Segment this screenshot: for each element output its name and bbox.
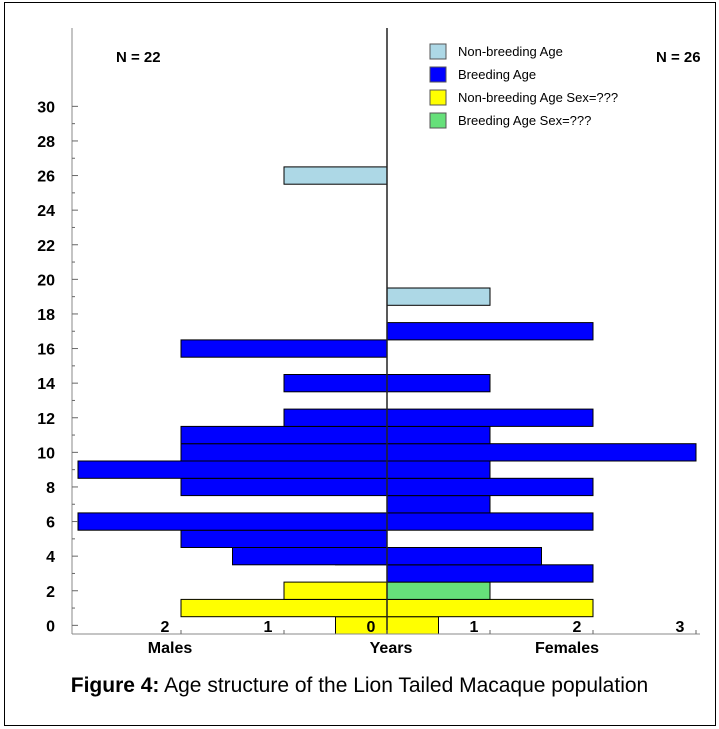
y-tick-label: 12 xyxy=(37,411,55,428)
bar-male-age-0-non-breeding-age-sex xyxy=(335,616,388,635)
bar-male-age-9-breeding-age xyxy=(77,460,388,479)
y-tick-label: 28 xyxy=(37,134,55,151)
bar-female-age-19-non-breeding-age xyxy=(386,287,491,306)
y-tick-label: 30 xyxy=(37,99,55,116)
bar-male-age-4-breeding-age xyxy=(232,547,388,566)
y-tick-label: 6 xyxy=(46,515,55,532)
legend-label-breeding-age: Breeding Age xyxy=(458,67,536,82)
legend-swatch-breeding-age-sex xyxy=(429,112,447,129)
y-tick-label: 0 xyxy=(46,618,55,635)
legend-label-non-breeding-age: Non-breeding Age xyxy=(458,44,563,59)
y-tick-label: 16 xyxy=(37,342,55,359)
bar-male-age-16-breeding-age xyxy=(180,339,388,358)
bar-male-age-14-breeding-age xyxy=(283,374,388,393)
bar-male-age-5-breeding-age xyxy=(180,529,388,549)
x-tick-label: 2 xyxy=(161,619,170,636)
males-label: Males xyxy=(148,640,193,657)
bar-female-age-7-breeding-age xyxy=(386,495,491,514)
bar-female-age-0-non-breeding-age-sex xyxy=(386,616,439,635)
legend-label-breeding-age-sex: Breeding Age Sex=??? xyxy=(458,113,591,128)
bar-male-age-11-breeding-age xyxy=(180,425,388,445)
bar-male-age-12-breeding-age xyxy=(283,408,388,427)
y-tick-label: 8 xyxy=(46,480,55,497)
x-tick-label: 0 xyxy=(367,619,376,636)
y-tick-label: 22 xyxy=(37,238,55,255)
legend-swatch-non-breeding-age xyxy=(429,43,447,60)
figure-caption: Figure 4: Age structure of the Lion Tail… xyxy=(0,674,719,698)
bar-male-age-1-non-breeding-age-sex xyxy=(180,598,388,618)
y-tick-label: 24 xyxy=(37,203,55,220)
x-tick-label: 2 xyxy=(573,619,582,636)
y-tick-label: 20 xyxy=(37,272,55,289)
bar-female-age-10-breeding-age xyxy=(386,443,697,462)
figure-frame xyxy=(4,2,716,726)
bar-male-age-10-breeding-age xyxy=(180,443,388,462)
y-tick-label: 26 xyxy=(37,169,55,186)
y-tick-label: 14 xyxy=(37,376,55,393)
bar-female-age-12-breeding-age xyxy=(386,408,594,427)
bar-female-age-14-breeding-age xyxy=(386,374,491,393)
legend: Non-breeding Age Breeding Age Non-breeding… xyxy=(429,43,618,129)
bar-female-age-8-breeding-age xyxy=(386,477,594,497)
y-tick-label: 10 xyxy=(37,445,55,462)
bar-female-age-2-breeding-age-sex xyxy=(386,581,491,600)
bar-male-age-8-breeding-age xyxy=(180,477,388,497)
legend-swatch-breeding-age xyxy=(429,66,447,83)
bar-male-age-26-non-breeding-age xyxy=(283,166,388,185)
bar-female-age-17-breeding-age xyxy=(386,322,594,341)
caption-text: Age structure of the Lion Tailed Macaque… xyxy=(159,674,649,697)
bar-male-age-2-non-breeding-age-sex xyxy=(283,581,388,600)
caption-label: Figure 4: xyxy=(70,674,160,697)
bar-female-age-11-breeding-age xyxy=(386,425,491,445)
n-left-label: N = 22 xyxy=(116,49,161,66)
years-label: Years xyxy=(370,640,413,657)
bar-female-age-4-breeding-age xyxy=(386,547,542,566)
bar-male-age-6-breeding-age xyxy=(77,512,388,531)
females-label: Females xyxy=(535,640,599,657)
bar-female-age-3-breeding-age xyxy=(386,564,594,583)
legend-swatch-non-breeding-age-sex xyxy=(429,89,447,106)
y-tick-label: 4 xyxy=(46,549,55,566)
bar-female-age-1-non-breeding-age-sex xyxy=(386,598,594,618)
y-tick-label: 18 xyxy=(37,307,55,324)
x-tick-label: 1 xyxy=(470,619,479,636)
x-tick-label: 1 xyxy=(264,619,273,636)
bars-layer xyxy=(77,166,697,635)
legend-label-non-breeding-age-sex: Non-breeding Age Sex=??? xyxy=(458,90,618,105)
bar-female-age-6-breeding-age xyxy=(386,512,594,531)
n-right-label: N = 26 xyxy=(656,49,701,66)
bar-female-age-9-breeding-age xyxy=(386,460,491,479)
y-tick-label: 2 xyxy=(46,584,55,601)
x-ticks-layer: 2 1 0 1 2 3 xyxy=(161,619,697,636)
x-tick-label: 3 xyxy=(676,619,685,636)
